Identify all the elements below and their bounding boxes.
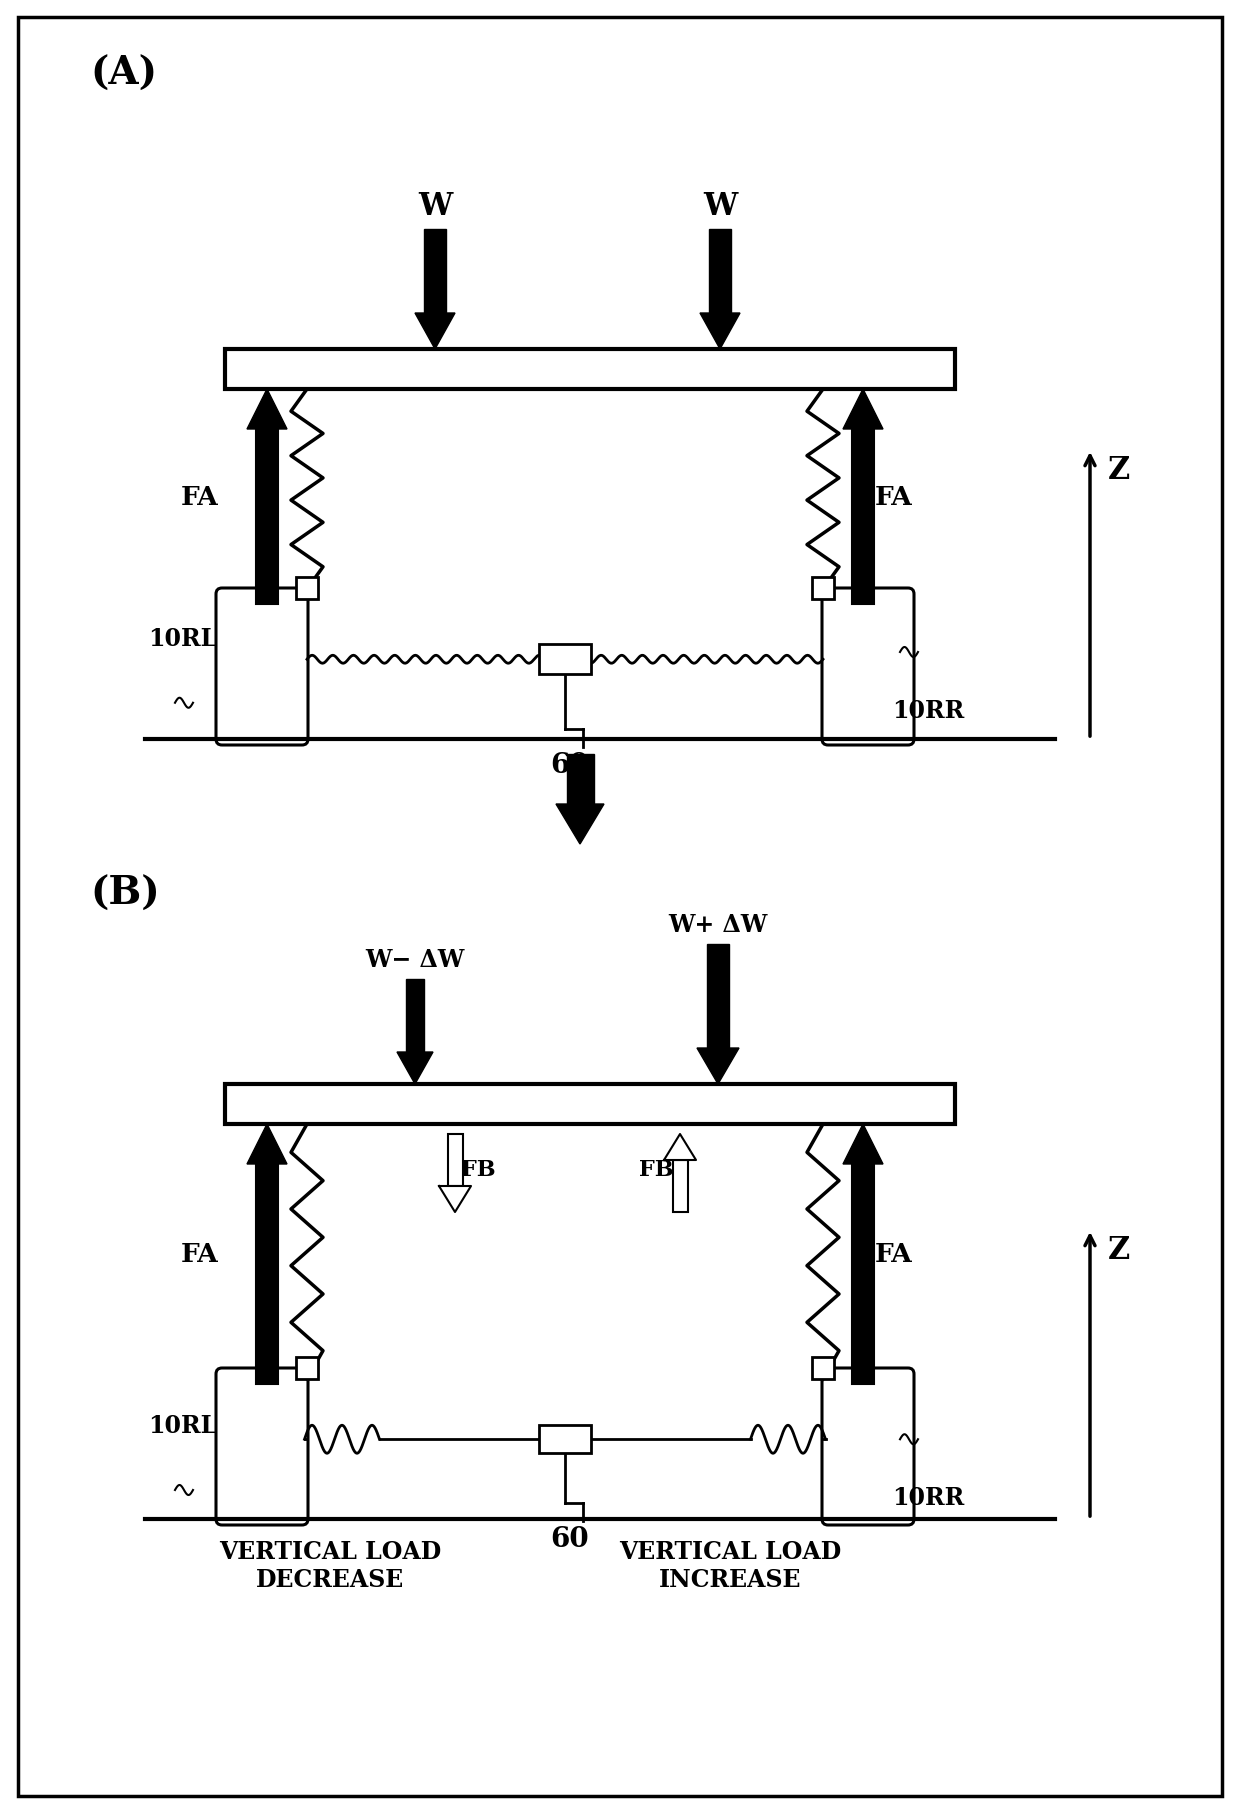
Text: 10RL: 10RL: [148, 626, 217, 649]
Polygon shape: [663, 1134, 696, 1161]
FancyBboxPatch shape: [822, 1368, 914, 1526]
Bar: [405, 980, 424, 1052]
Bar: [224, 1085, 955, 1125]
Text: (A): (A): [91, 54, 157, 93]
Text: W: W: [418, 190, 453, 221]
Bar: [539, 646, 591, 675]
Polygon shape: [247, 390, 286, 430]
Text: FA: FA: [181, 1243, 219, 1266]
Text: FA: FA: [875, 1243, 913, 1266]
Polygon shape: [843, 390, 883, 430]
Text: FA: FA: [181, 484, 219, 510]
Bar: [448, 1134, 463, 1186]
Text: FA: FA: [875, 484, 913, 510]
Bar: [709, 230, 732, 314]
Bar: [852, 1165, 874, 1384]
Text: FB: FB: [461, 1159, 496, 1181]
Polygon shape: [556, 805, 604, 845]
Bar: [224, 350, 955, 390]
Text: 10RR: 10RR: [892, 1486, 965, 1509]
Text: W− ΔW: W− ΔW: [366, 947, 465, 972]
Text: W: W: [703, 190, 737, 221]
Text: 60: 60: [551, 1526, 589, 1553]
Bar: [852, 430, 874, 604]
Bar: [707, 945, 729, 1048]
Text: Z: Z: [1109, 1234, 1130, 1266]
Bar: [672, 1161, 687, 1212]
FancyBboxPatch shape: [216, 1368, 308, 1526]
FancyBboxPatch shape: [822, 590, 914, 746]
Polygon shape: [701, 314, 740, 350]
Polygon shape: [397, 1052, 433, 1085]
Bar: [812, 1357, 835, 1379]
Bar: [296, 577, 317, 600]
Text: 60: 60: [551, 751, 589, 778]
Bar: [539, 1426, 591, 1453]
Text: W+ ΔW: W+ ΔW: [668, 912, 768, 936]
Text: 10RR: 10RR: [892, 698, 965, 722]
Bar: [812, 577, 835, 600]
Bar: [424, 230, 446, 314]
Polygon shape: [843, 1125, 883, 1165]
Bar: [296, 1357, 317, 1379]
Text: (B): (B): [91, 874, 160, 912]
Text: 10RL: 10RL: [148, 1413, 217, 1437]
Polygon shape: [697, 1048, 739, 1085]
Text: VERTICAL LOAD
DECREASE: VERTICAL LOAD DECREASE: [219, 1538, 441, 1591]
Bar: [255, 1165, 278, 1384]
Text: VERTICAL LOAD
INCREASE: VERTICAL LOAD INCREASE: [619, 1538, 841, 1591]
Text: FB: FB: [640, 1159, 675, 1181]
Polygon shape: [415, 314, 455, 350]
Bar: [567, 755, 594, 805]
Polygon shape: [247, 1125, 286, 1165]
Text: Z: Z: [1109, 455, 1130, 486]
Polygon shape: [439, 1186, 471, 1212]
Bar: [255, 430, 278, 604]
FancyBboxPatch shape: [216, 590, 308, 746]
